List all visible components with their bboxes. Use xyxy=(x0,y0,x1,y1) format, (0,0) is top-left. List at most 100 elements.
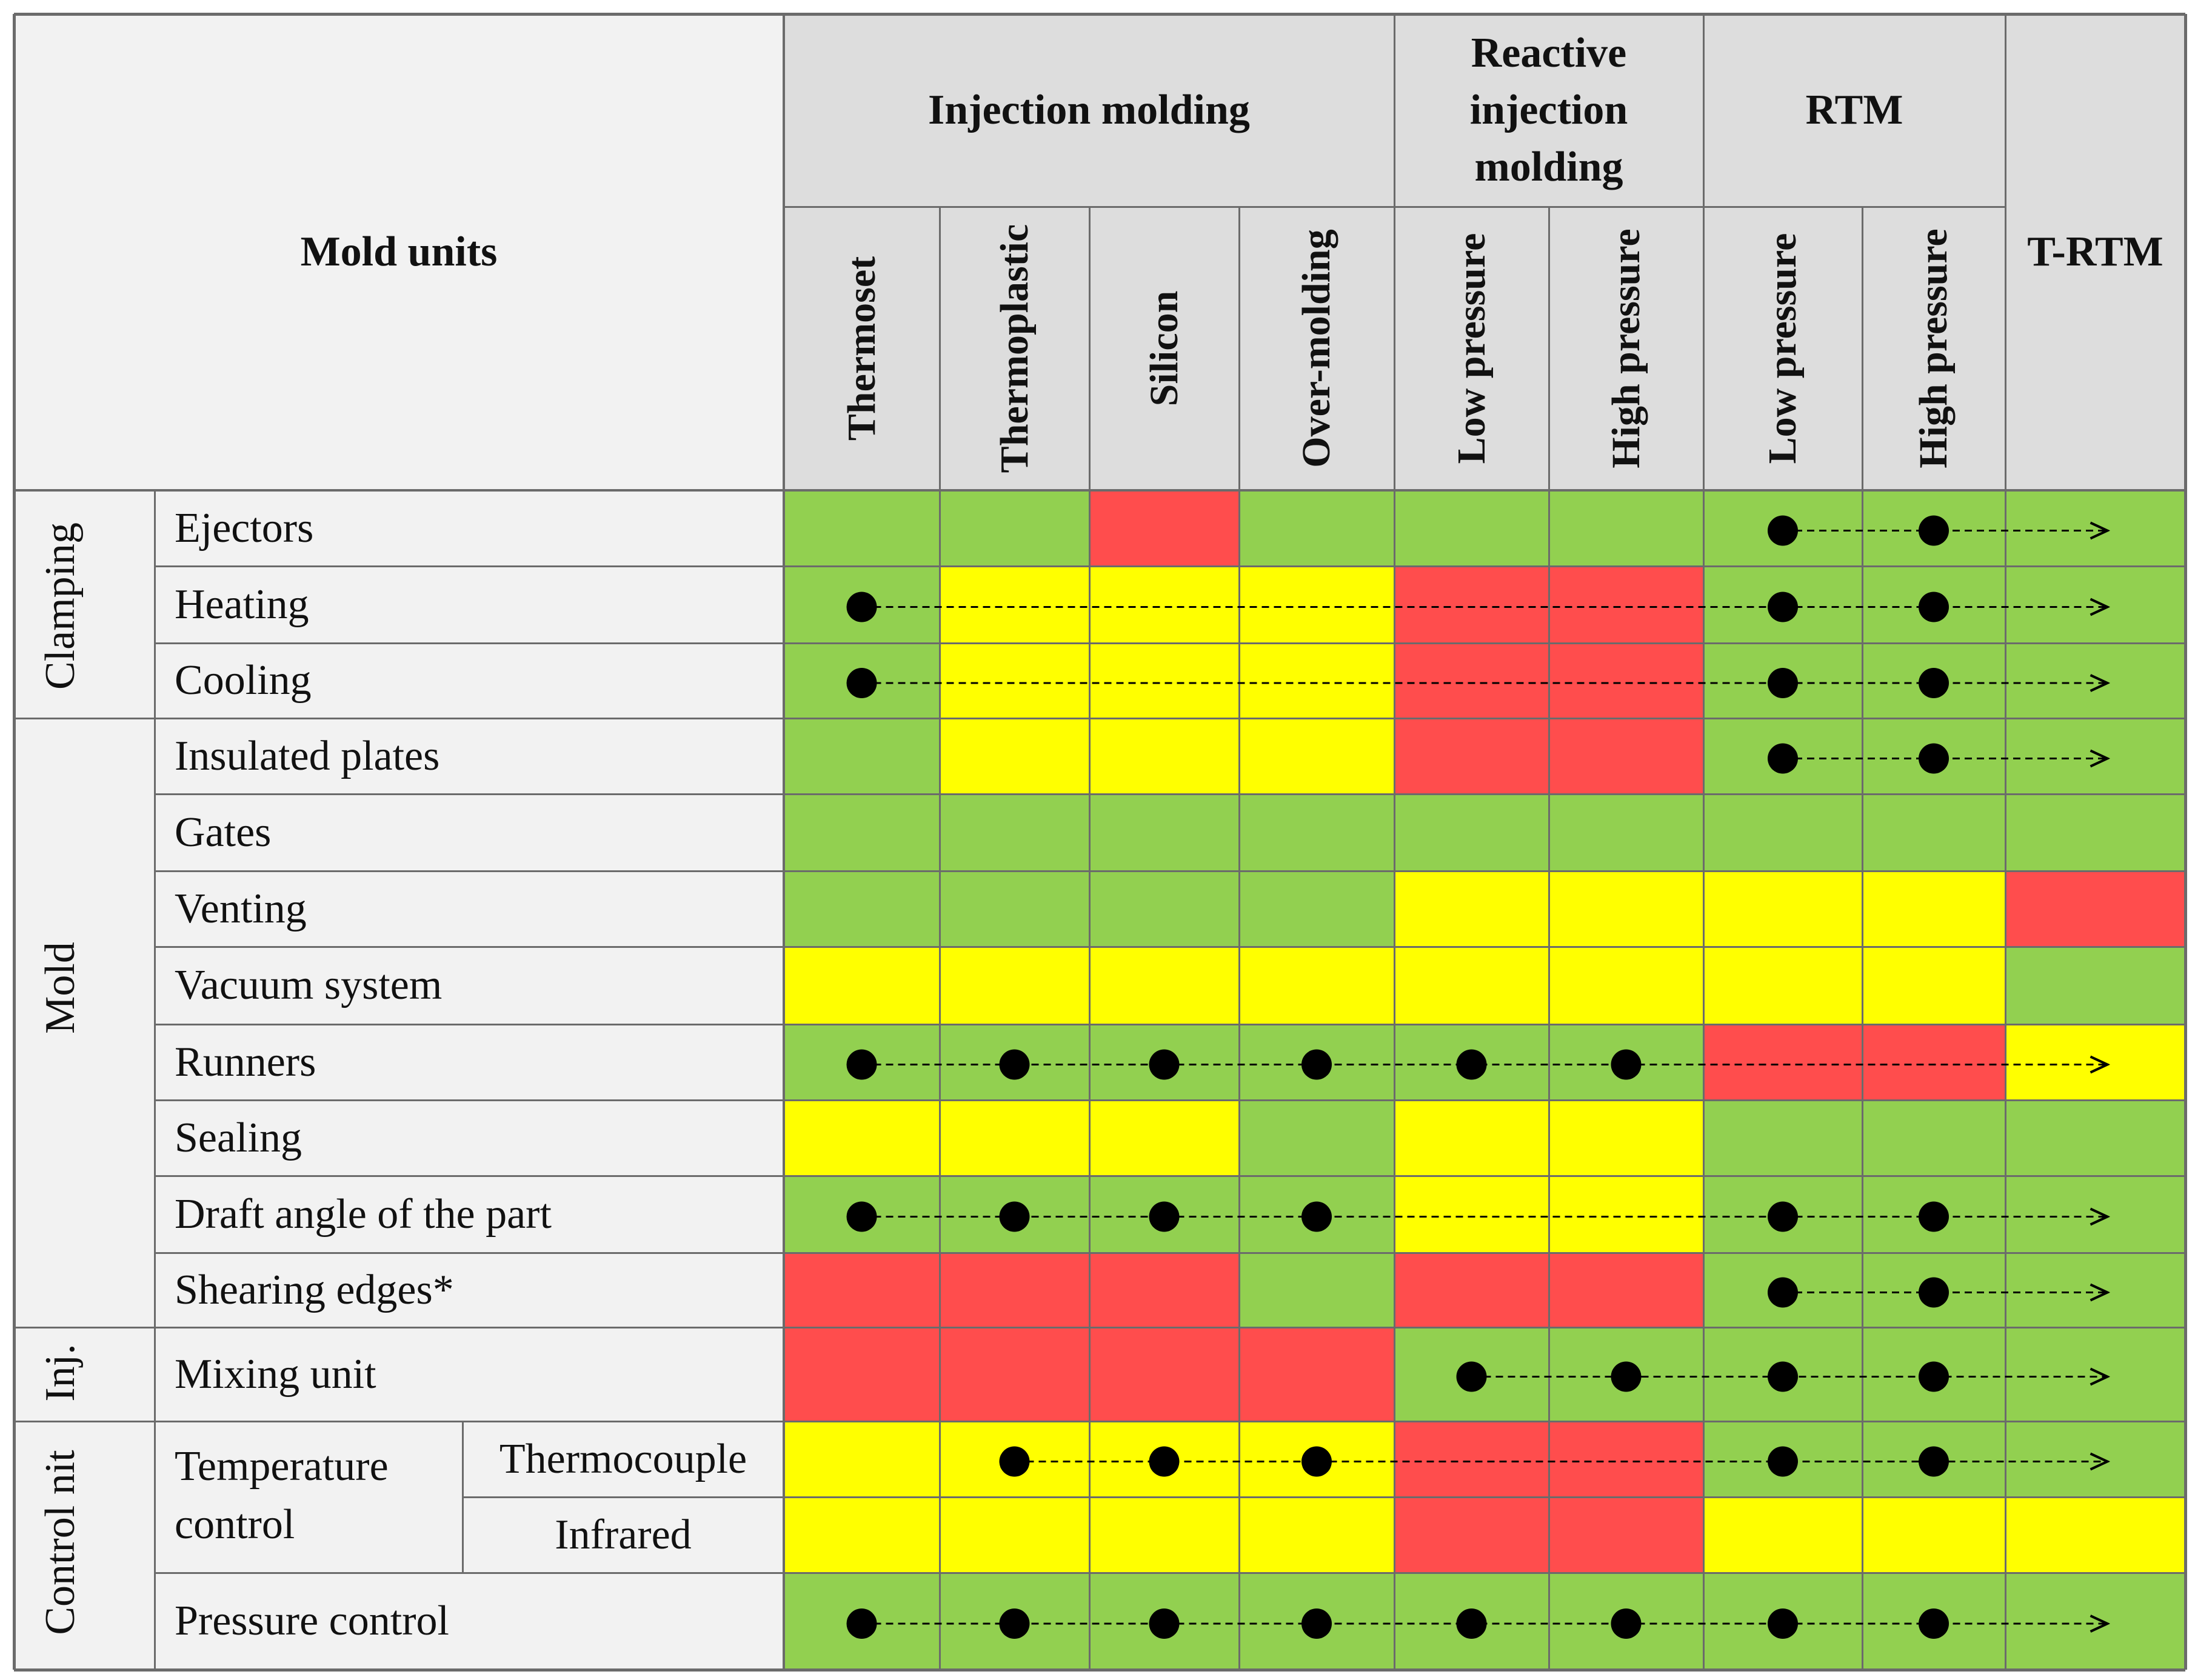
applicability-dot xyxy=(1456,1049,1487,1080)
grid-line xyxy=(14,12,2185,16)
matrix-cell xyxy=(1394,871,1549,947)
group-header-t-rtm: T-RTM xyxy=(2027,228,2163,275)
matrix-cell xyxy=(1549,794,1703,871)
group-header-reactive-injection-molding: Reactive injection molding xyxy=(1394,14,1703,207)
matrix-cell xyxy=(784,490,940,566)
grid-line xyxy=(14,1326,2185,1328)
grid-line xyxy=(1702,14,1705,490)
applicability-dot xyxy=(846,1201,877,1232)
matrix-cell xyxy=(1394,566,1549,643)
grid-line xyxy=(14,717,2185,719)
row-label: Mixing unit xyxy=(175,1350,376,1398)
row-label-area xyxy=(14,490,784,1670)
matrix-cell xyxy=(1549,1100,1703,1176)
applicability-dot xyxy=(846,1608,877,1639)
grid-line xyxy=(155,870,2185,872)
matrix-cell xyxy=(940,1253,1089,1327)
matrix-cell xyxy=(1089,718,1239,794)
corner-label: Mold units xyxy=(300,228,498,275)
applicability-dot xyxy=(1768,1608,1798,1639)
applicability-dot xyxy=(1301,1201,1332,1232)
matrix-cell xyxy=(1089,1327,1239,1421)
matrix-cell xyxy=(1549,643,1703,718)
matrix-cell xyxy=(1089,794,1239,871)
matrix-cell xyxy=(940,1100,1089,1176)
grid-line xyxy=(155,1099,2185,1101)
matrix-cell xyxy=(1549,1497,1703,1573)
applicability-dot xyxy=(846,592,877,622)
matrix-cell xyxy=(940,718,1089,794)
row-label: Pressure control xyxy=(175,1598,449,1644)
grid-line xyxy=(2183,14,2187,1670)
applicability-dot xyxy=(1768,592,1798,622)
corner-header-cell xyxy=(14,14,784,490)
matrix-cell xyxy=(1394,1497,1549,1573)
row-label-thermocouple: Thermocouple xyxy=(499,1435,747,1482)
matrix-cell xyxy=(1549,947,1703,1024)
matrix-cell xyxy=(1862,794,2005,871)
grid-line xyxy=(155,642,2185,644)
matrix-cell xyxy=(784,871,940,947)
grid-line xyxy=(2004,490,2006,1670)
temperature-control-line-1: Temperature xyxy=(175,1442,389,1490)
applicability-dot xyxy=(1768,1201,1798,1232)
matrix-cell xyxy=(1239,490,1394,566)
applicability-dot xyxy=(1149,1201,1180,1232)
matrix-cell xyxy=(1239,1327,1394,1421)
matrix-cell xyxy=(784,718,940,794)
applicability-dot xyxy=(1919,1277,1949,1308)
grid-line xyxy=(155,1023,2185,1025)
grid-line xyxy=(1861,207,1863,1670)
matrix-cell xyxy=(1089,566,1239,643)
matrix-cell xyxy=(940,947,1089,1024)
matrix-cell xyxy=(1394,643,1549,718)
matrix-cell xyxy=(784,1327,940,1421)
applicability-dot xyxy=(1149,1446,1180,1477)
matrix-cell xyxy=(1239,794,1394,871)
row-label: Gates xyxy=(175,808,272,856)
grid-line xyxy=(2004,14,2006,490)
applicability-dot xyxy=(999,1201,1030,1232)
matrix-cell xyxy=(1394,1421,1549,1497)
applicability-dot xyxy=(999,1446,1030,1477)
matrix-cell xyxy=(1549,871,1703,947)
grid-line xyxy=(938,207,941,1670)
grid-line xyxy=(1393,490,1395,1670)
rim-header-line-1: Reactive xyxy=(1471,30,1627,76)
grid-line xyxy=(463,1496,2185,1498)
applicability-dot xyxy=(1611,1361,1642,1392)
applicability-dot xyxy=(1919,668,1949,698)
matrix-cell xyxy=(1239,871,1394,947)
matrix-cell xyxy=(1239,1253,1394,1327)
matrix-cell xyxy=(784,947,940,1024)
grid-line xyxy=(1702,490,1705,1670)
matrix-cell xyxy=(1394,490,1549,566)
matrix-cell xyxy=(1862,1497,2005,1573)
grid-line xyxy=(1393,14,1395,490)
applicability-dot xyxy=(1768,1446,1798,1477)
grid-line xyxy=(155,1175,2185,1177)
matrix-cell xyxy=(784,1253,940,1327)
applicability-dot xyxy=(1919,1446,1949,1477)
applicability-dot xyxy=(1149,1049,1180,1080)
grid-line xyxy=(153,490,156,1670)
row-label: Cooling xyxy=(175,657,312,704)
matrix-cell xyxy=(1549,1176,1703,1253)
matrix-cell xyxy=(1862,1024,2005,1100)
applicability-dot xyxy=(1301,1446,1332,1477)
row-label: Venting xyxy=(175,885,307,932)
matrix-cell xyxy=(2005,947,2185,1024)
matrix-cell xyxy=(940,643,1089,718)
grid-line xyxy=(155,565,2185,567)
applicability-dot xyxy=(1611,1608,1642,1639)
matrix-cell xyxy=(1394,1100,1549,1176)
grid-line xyxy=(783,14,785,1670)
matrix-cell xyxy=(1703,947,1862,1024)
grid-line xyxy=(1088,207,1091,1670)
matrix-cell xyxy=(1549,1253,1703,1327)
grid-line xyxy=(1548,207,1550,1670)
rim-header-lines: Reactive injection molding xyxy=(1470,25,1628,196)
applicability-dot xyxy=(1768,668,1798,698)
